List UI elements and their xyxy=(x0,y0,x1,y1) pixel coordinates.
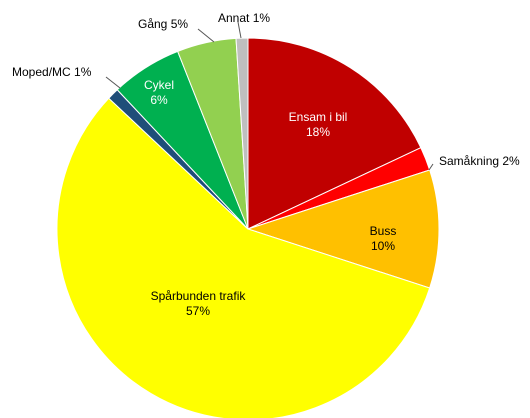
leader-samakning xyxy=(428,163,434,171)
slice-labels: Ensam i bil 18% Samåkning 2% Buss 10% Spårbun… xyxy=(12,11,520,318)
slice-sparbunden-trafik xyxy=(56,97,431,418)
label-value: 6% xyxy=(150,93,168,107)
slice-buss xyxy=(246,169,440,289)
label-value: 10% xyxy=(371,239,395,253)
label-category: Samåkning xyxy=(439,154,502,168)
label-ensam-i-bil: Ensam i bil 18% xyxy=(289,110,348,139)
label-cykel: Cykel 6% xyxy=(144,78,174,107)
label-sparbunden-trafik: Spårbunden trafik 57% xyxy=(151,289,247,318)
label-category: Gång xyxy=(138,17,171,31)
label-value: 18% xyxy=(306,125,330,139)
slice-annat xyxy=(235,37,249,230)
label-category: Cykel xyxy=(144,78,174,92)
leader-gang xyxy=(197,28,215,43)
leader-annat xyxy=(237,21,242,39)
leader-moped-mc xyxy=(105,76,121,89)
label-samakning: Samåkning 2% xyxy=(439,154,520,168)
label-value: 57% xyxy=(186,304,210,318)
label-value: 2% xyxy=(502,154,520,168)
label-category: Buss xyxy=(370,224,397,238)
label-category: Ensam i bil xyxy=(289,110,348,124)
leader-lines xyxy=(105,21,434,171)
label-category: Annat xyxy=(218,11,253,25)
label-annat: Annat 1% xyxy=(218,11,270,25)
label-value: 1% xyxy=(253,11,271,25)
pie-slices xyxy=(56,37,440,418)
label-buss: Buss 10% xyxy=(370,224,397,253)
label-moped-mc: Moped/MC 1% xyxy=(12,65,92,79)
label-value: 1% xyxy=(74,65,92,79)
label-gang: Gång 5% xyxy=(138,17,188,31)
label-category: Moped/MC xyxy=(12,65,74,79)
label-value: 5% xyxy=(171,17,189,31)
label-category: Spårbunden trafik xyxy=(151,289,247,303)
slice-ensam-i-bil xyxy=(247,37,422,230)
